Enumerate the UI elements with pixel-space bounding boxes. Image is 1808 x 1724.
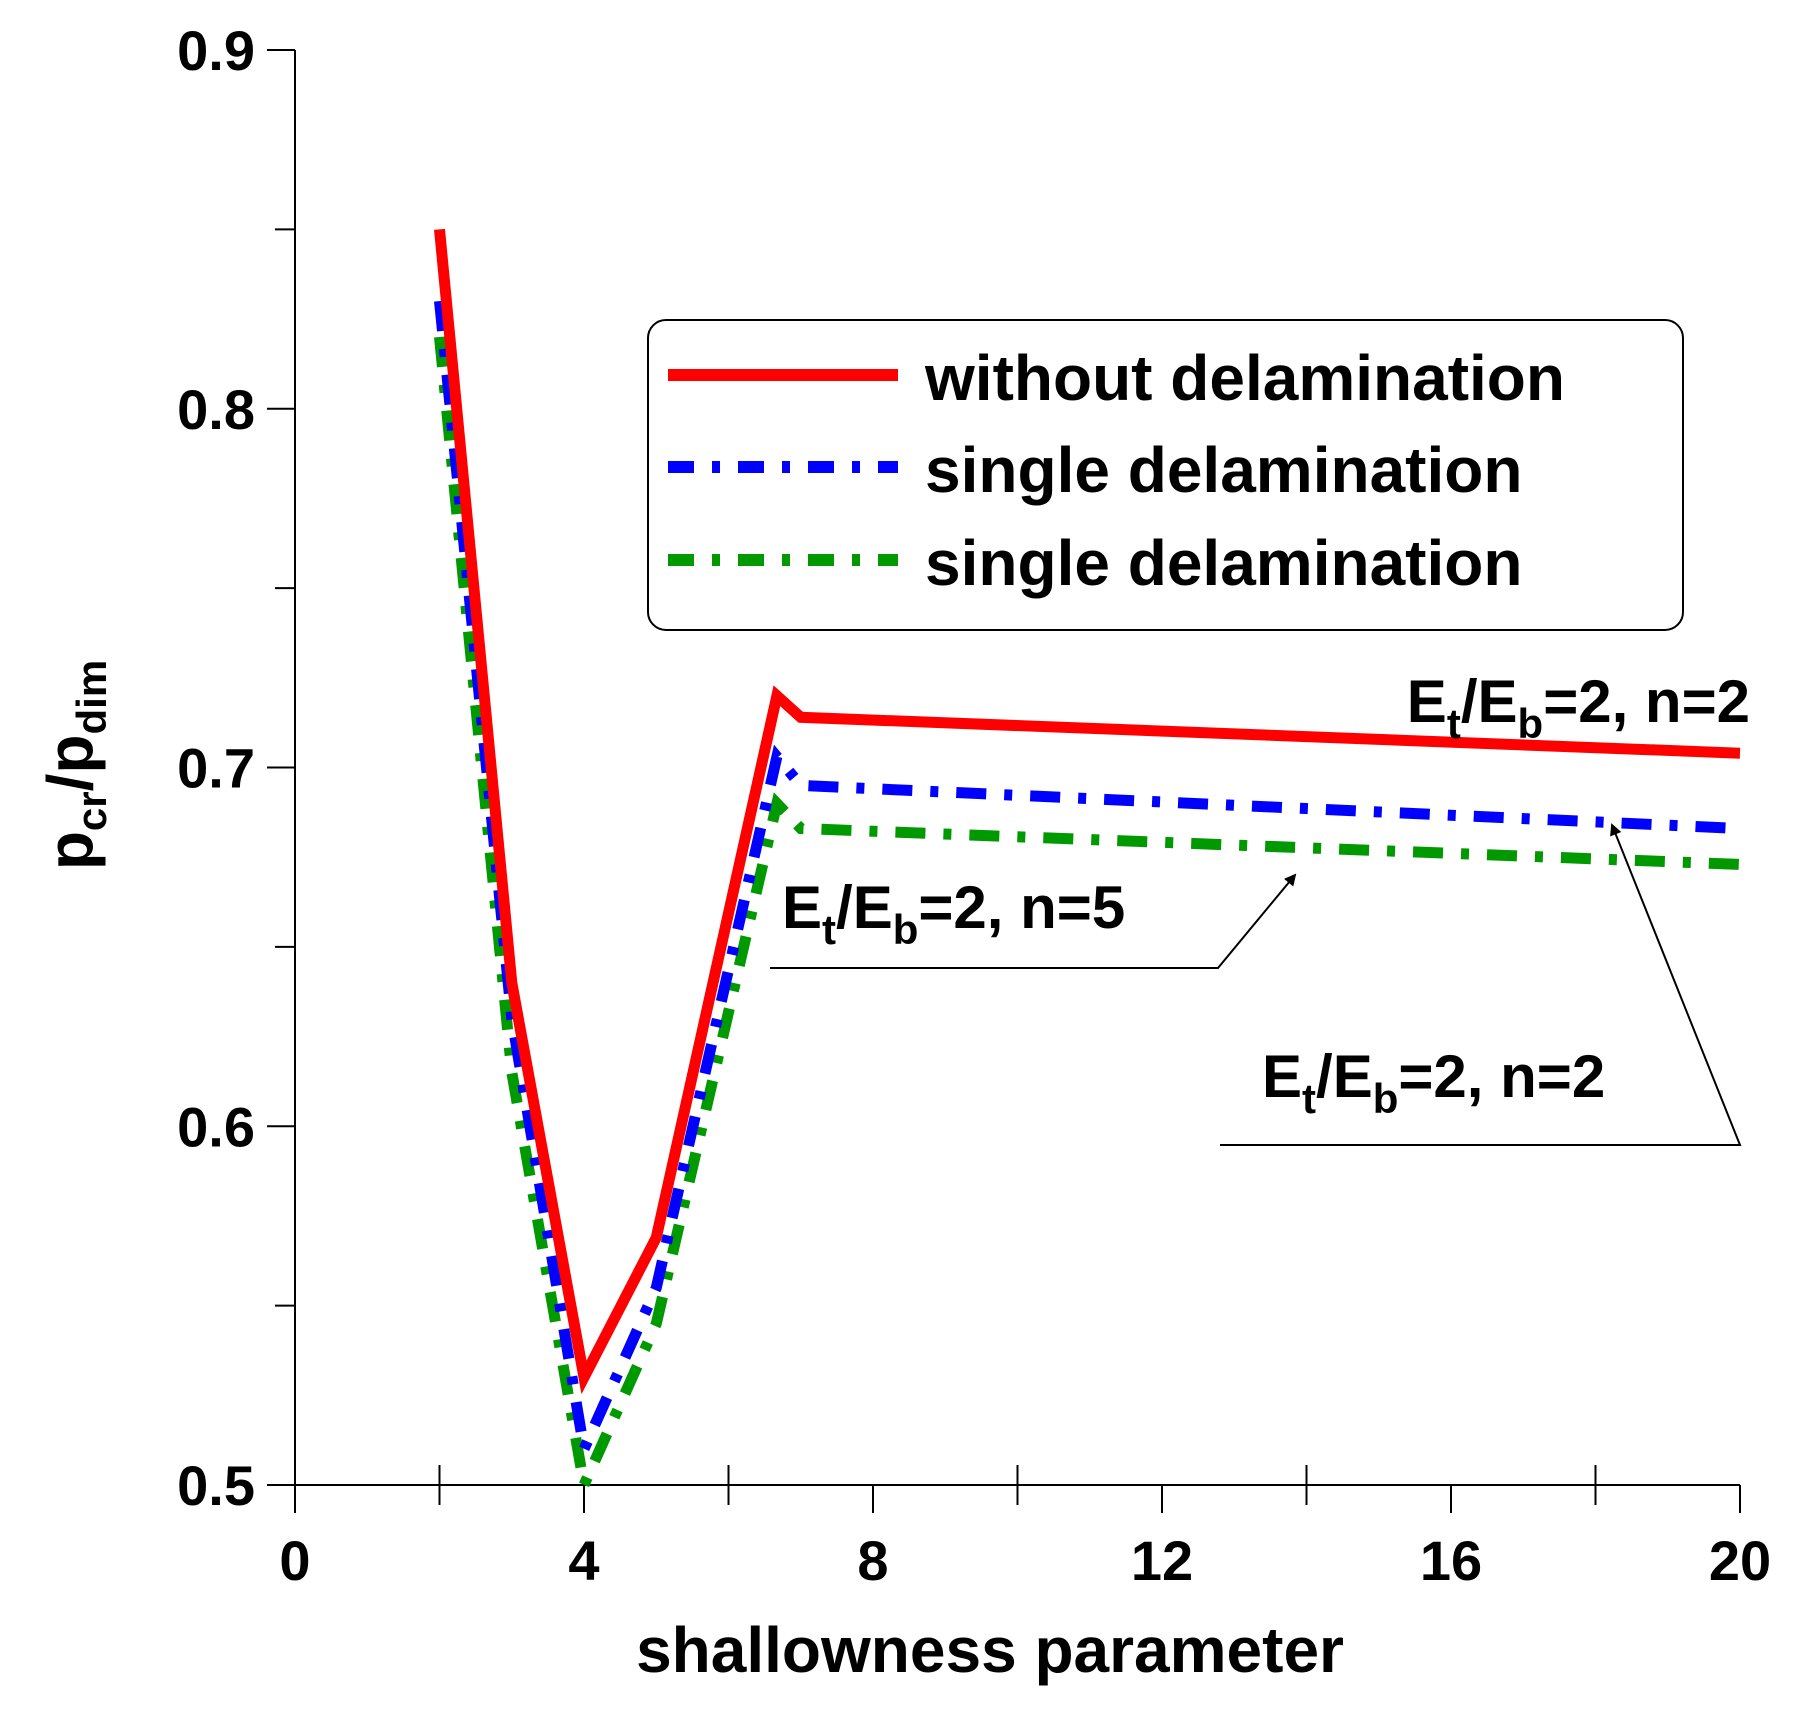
annotation-low-leader [1220, 823, 1742, 1146]
series-without-delamination [434, 228, 1741, 1395]
x-tick-label: 20 [1709, 1529, 1771, 1592]
annotation-top: Et/Eb=2, n=2 [1407, 668, 1750, 747]
y-title-p1: p [34, 831, 106, 870]
x-tick-label: 12 [1131, 1529, 1193, 1592]
x-tick-label: 4 [568, 1529, 599, 1592]
y-title-sub1: cr [68, 791, 115, 831]
y-axis-title: pcr/pdim [34, 660, 115, 870]
x-axis-title: shallowness parameter [636, 1614, 1344, 1686]
y-tick-label: 0.5 [177, 1454, 255, 1517]
y-tick-label: 0.8 [177, 378, 255, 441]
x-tick-label: 8 [857, 1529, 888, 1592]
annotation-mid-leader [770, 873, 1297, 969]
legend-label-without-delamination: without delamination [924, 342, 1565, 414]
y-title-sub2: dim [68, 660, 115, 735]
y-tick-label: 0.7 [177, 737, 255, 800]
legend-label-single-delamination-green: single delamination [925, 527, 1522, 599]
y-title-sep: /p [34, 735, 106, 792]
x-tick-label: 16 [1420, 1529, 1482, 1592]
series-single-delamination-green [434, 336, 1741, 1504]
y-tick-label: 0.9 [177, 19, 255, 82]
legend-label-single-delamination-blue: single delamination [925, 434, 1522, 506]
y-tick-label: 0.6 [177, 1095, 255, 1158]
legend-box [647, 319, 1684, 631]
annotation-mid: Et/Eb=2, n=5 [782, 874, 1125, 953]
series-single-delamination-blue [434, 300, 1741, 1468]
annotation-low: Et/Eb=2, n=2 [1262, 1043, 1605, 1122]
x-tick-label: 0 [279, 1529, 310, 1592]
legend: without delamination single delamination… [647, 319, 1684, 631]
